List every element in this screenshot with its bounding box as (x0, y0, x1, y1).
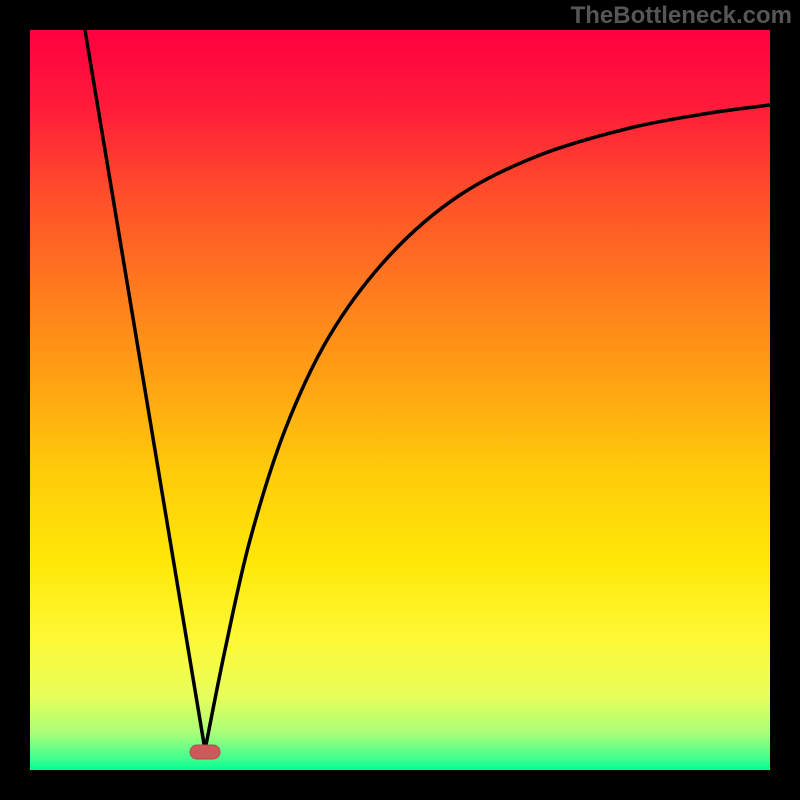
vertex-marker (190, 745, 220, 759)
watermark-text: TheBottleneck.com (571, 2, 792, 30)
chart-svg (30, 30, 770, 770)
chart-frame: TheBottleneck.com (0, 0, 800, 800)
gradient-background (30, 30, 770, 770)
plot-area (30, 30, 770, 770)
